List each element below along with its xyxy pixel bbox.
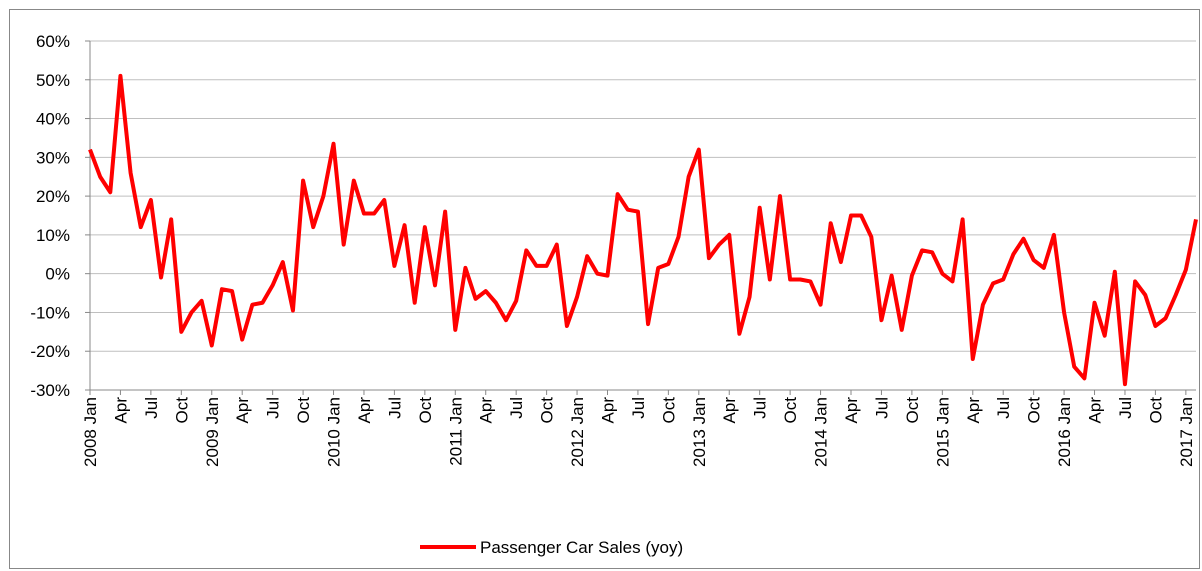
x-tick-label: 2008 Jan — [81, 397, 100, 467]
legend-label: Passenger Car Sales (yoy) — [480, 538, 683, 557]
x-tick-label: Apr — [355, 397, 374, 424]
x-tick-label: Jul — [264, 397, 283, 419]
y-tick-label: 50% — [36, 71, 70, 90]
x-tick-label: Jul — [994, 397, 1013, 419]
x-tick-label: Jul — [751, 397, 770, 419]
x-tick-label: 2015 Jan — [933, 397, 952, 467]
x-tick-label: Apr — [1086, 397, 1105, 424]
x-tick-label: Apr — [598, 397, 617, 424]
x-tick-label: Apr — [720, 397, 739, 424]
series-line — [88, 73, 1198, 387]
x-tick-label: Apr — [964, 397, 983, 424]
x-tick-label: Oct — [416, 397, 435, 424]
x-tick-label: 2012 Jan — [568, 397, 587, 467]
x-tick-label: 2013 Jan — [690, 397, 709, 467]
x-tick-label: Jul — [507, 397, 526, 419]
x-tick-label: 2016 Jan — [1055, 397, 1074, 467]
x-tick-label: Oct — [294, 397, 313, 424]
chart-border — [9, 9, 1200, 569]
y-tick-label: 20% — [36, 187, 70, 206]
x-tick-label: Apr — [477, 397, 496, 424]
x-tick-label: Apr — [842, 397, 861, 424]
x-tick-label: Jul — [629, 397, 648, 419]
x-tick-label: 2010 Jan — [325, 397, 344, 467]
y-tick-label: 0% — [45, 265, 70, 284]
x-tick-label: Jul — [1116, 397, 1135, 419]
x-tick-label: Apr — [233, 397, 252, 424]
x-tick-label: Oct — [538, 397, 557, 424]
y-tick-label: 60% — [36, 32, 70, 51]
y-tick-label: 40% — [36, 110, 70, 129]
x-tick-label: Jul — [385, 397, 404, 419]
x-tick-label: Oct — [1025, 397, 1044, 424]
x-tick-label: Oct — [659, 397, 678, 424]
x-tick-label: Oct — [903, 397, 922, 424]
y-tick-label: 10% — [36, 226, 70, 245]
x-tick-label: 2011 Jan — [446, 397, 465, 466]
x-tick-label: 2014 Jan — [812, 397, 831, 467]
x-tick-label: Jul — [142, 397, 161, 419]
x-tick-label: 2017 Jan — [1177, 397, 1196, 467]
x-tick-label: Apr — [111, 397, 130, 424]
x-tick-label: Oct — [172, 397, 191, 424]
y-tick-label: -20% — [30, 342, 70, 361]
x-tick-label: Jul — [872, 397, 891, 419]
x-tick-label: Oct — [1146, 397, 1165, 424]
x-tick-label: Oct — [781, 397, 800, 424]
y-tick-label: -30% — [30, 381, 70, 400]
y-tick-label: 30% — [36, 148, 70, 167]
x-tick-label: 2009 Jan — [203, 397, 222, 467]
y-tick-label: -10% — [30, 303, 70, 322]
